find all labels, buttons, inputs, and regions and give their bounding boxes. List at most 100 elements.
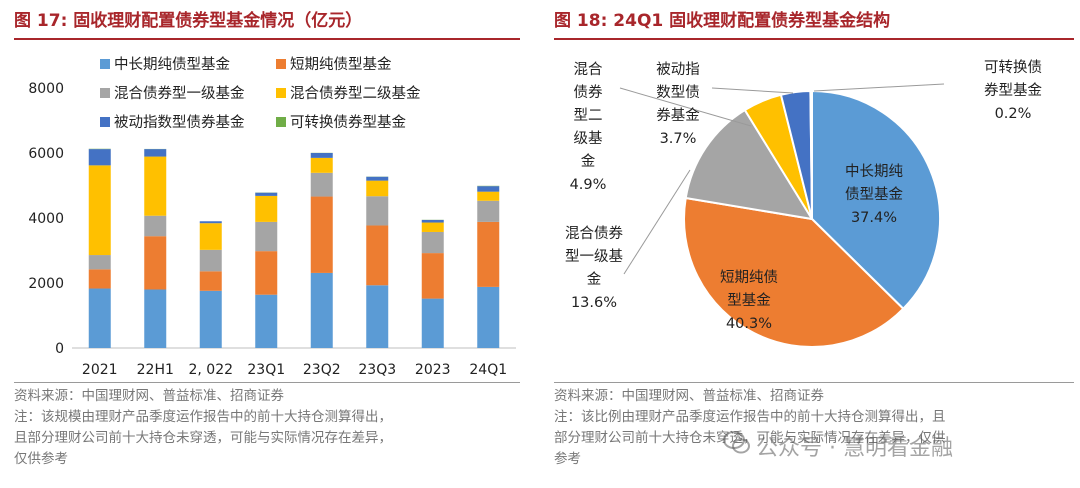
slice-percent: 0.2%	[995, 106, 1032, 122]
source-divider	[14, 382, 520, 383]
note-line: 部分理财公司前十大持仓未穿透，可能与实际情况存在差异，仅供	[554, 430, 946, 446]
bar-segment	[366, 285, 389, 348]
left-panel: 图 17: 固收理财配置债券型基金情况（亿元） 0 2000 4000 6000 800…	[0, 0, 528, 488]
slice-percent: 4.9%	[570, 177, 607, 193]
bar-segment	[144, 289, 167, 348]
bar-segment	[421, 231, 444, 254]
legend-label: 可转换债券型基金	[290, 114, 406, 131]
slice-label: 数型债	[656, 84, 700, 101]
bar-segment	[199, 271, 222, 291]
note-line: 注：该比例由理财产品季度运作报告中的前十大持仓测算得出，且	[554, 409, 946, 425]
legend-label: 混合债券型二级基金	[290, 85, 421, 102]
bar-segment	[421, 219, 444, 223]
note-line: 注：该规模由理财产品季度运作报告中的前十大持仓测算得出，	[14, 409, 392, 425]
legend-label: 混合债券型一级基金	[114, 85, 245, 102]
leader-line	[813, 83, 945, 92]
bar-segment	[255, 251, 278, 295]
legend-swatch	[276, 59, 286, 69]
bar-segment	[477, 286, 500, 348]
slice-label: 债券	[574, 84, 603, 101]
x-tick-label: 23Q3	[358, 362, 396, 378]
pie-slice	[684, 108, 815, 221]
legend-swatch	[100, 59, 110, 69]
slice-percent: 13.6%	[571, 295, 617, 311]
bar-segment	[310, 153, 333, 158]
legend-label: 被动指数型债券基金	[114, 114, 245, 131]
legend-swatch	[100, 88, 110, 98]
slice-percent: 37.4%	[851, 210, 897, 226]
bar-segment	[255, 294, 278, 348]
x-tick-label: 2, 022	[188, 362, 233, 378]
slice-label: 中长期纯	[845, 163, 903, 180]
note-line: 参考	[554, 451, 581, 467]
title-divider	[554, 38, 1074, 40]
bar-segment	[255, 195, 278, 222]
title-divider	[14, 38, 520, 40]
x-tick-label: 2023	[415, 362, 451, 378]
pie-chart-title: 图 18: 24Q1 固收理财配置债券型基金结构	[554, 11, 891, 31]
bar-segment	[144, 156, 167, 216]
slice-label: 级基	[574, 130, 603, 147]
note-line: 且部分理财公司前十大持仓未穿透，可能与实际情况存在差异，	[14, 430, 392, 446]
y-tick-label: 6000	[28, 146, 64, 162]
bar-segment	[255, 192, 278, 196]
x-tick-label: 24Q1	[469, 362, 507, 378]
bar-segment	[421, 222, 444, 232]
stacked-bar-chart: 0 2000 4000 6000 8000 2021 22H1 2, 022 23Q1 23Q2 2…	[28, 56, 516, 378]
bar-segment	[310, 272, 333, 348]
slice-label: 混合	[574, 61, 603, 78]
pie-chart: 中长期纯债型基金37.4%短期纯债型基金40.3%混合债券型一级基金13.6%混…	[565, 59, 1042, 348]
bar-segment	[421, 253, 444, 299]
bar-segment	[199, 290, 222, 348]
wechat-icon	[723, 431, 750, 454]
bar-segment	[199, 221, 222, 224]
y-tick-label: 8000	[28, 81, 64, 97]
bar-segment	[88, 255, 111, 270]
slice-label: 可转换债	[984, 59, 1042, 76]
bar-segment	[199, 249, 222, 272]
slice-label: 债型基金	[845, 186, 903, 203]
watermark: 公众号 · 慧明看金融	[756, 436, 953, 461]
slice-label: 短期纯债	[720, 269, 778, 286]
legend-swatch	[276, 117, 286, 127]
bar-segment	[310, 172, 333, 197]
slice-label: 型一级基	[565, 248, 623, 265]
pie-slice	[683, 196, 905, 348]
source-line: 资料来源：中国理财网、普益标准、招商证券	[14, 388, 284, 404]
slice-label: 券型基金	[984, 82, 1042, 99]
bar-segment	[366, 180, 389, 197]
source-line: 资料来源：中国理财网、普益标准、招商证券	[554, 388, 824, 404]
bar-segment	[144, 236, 167, 290]
bar-segment	[477, 186, 500, 192]
leader-line	[619, 87, 752, 127]
bar-segment	[144, 215, 167, 237]
bar-segment	[477, 191, 500, 201]
note-line: 仅供参考	[14, 451, 68, 467]
legend-swatch	[276, 88, 286, 98]
x-tick-label: 23Q1	[247, 362, 285, 378]
pie-slice	[811, 89, 941, 311]
right-panel: 图 18: 24Q1 固收理财配置债券型基金结构 中长期纯债型基金 37.4% 短期…	[548, 0, 1080, 488]
bar-segment	[88, 269, 111, 289]
slice-label: 金	[581, 153, 596, 170]
source-divider	[554, 382, 1074, 383]
slice-label: 被动指	[656, 61, 700, 78]
bar-segment	[310, 196, 333, 273]
y-tick-label: 4000	[28, 211, 64, 227]
bar-segment	[255, 221, 278, 252]
x-tick-label: 2021	[82, 362, 118, 378]
x-tick-label: 22H1	[137, 362, 174, 378]
y-tick-label: 2000	[28, 276, 64, 292]
bar-segment	[144, 149, 167, 157]
bar-chart-title: 图 17: 固收理财配置债券型基金情况（亿元）	[14, 11, 363, 31]
x-tick-label: 23Q2	[303, 362, 341, 378]
bar-segment	[88, 165, 111, 256]
slice-percent: 40.3%	[726, 316, 772, 332]
bar-segment	[366, 196, 389, 226]
slice-percent: 3.7%	[660, 131, 697, 147]
bar-segment	[88, 149, 111, 166]
bar-segment	[310, 157, 333, 173]
legend-label: 中长期纯债型基金	[114, 56, 230, 73]
bar-segment	[88, 288, 111, 348]
bar-segment	[477, 221, 500, 287]
